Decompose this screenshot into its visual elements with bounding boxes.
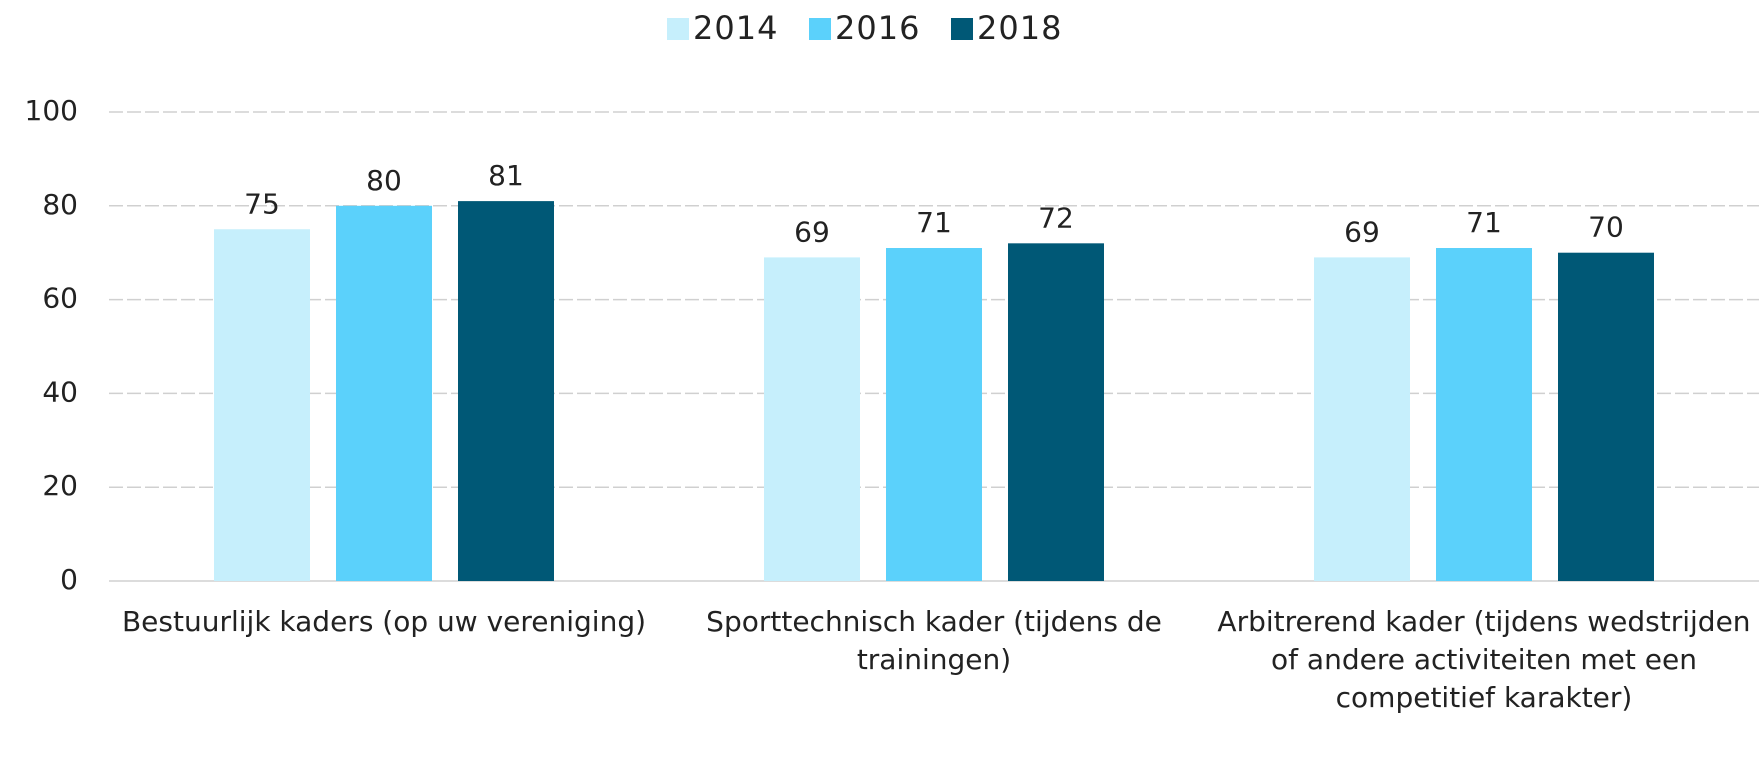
legend-swatch	[667, 18, 689, 40]
legend-label: 2016	[835, 9, 920, 47]
bar	[1558, 252, 1654, 581]
value-label: 69	[794, 215, 830, 248]
value-label: 70	[1588, 211, 1624, 244]
x-tick-label: Sporttechnisch kader (tijdens de trainin…	[706, 605, 1162, 676]
bar	[1008, 243, 1104, 581]
y-tick-label: 60	[42, 282, 78, 315]
value-label: 75	[244, 187, 280, 220]
bar	[214, 229, 310, 581]
bar	[886, 248, 982, 581]
legend-label: 2014	[693, 9, 778, 47]
y-tick-label: 80	[42, 188, 78, 221]
value-label: 80	[366, 164, 402, 197]
value-label: 71	[916, 206, 952, 239]
y-tick-label: 0	[60, 563, 78, 596]
value-label: 71	[1466, 206, 1502, 239]
y-tick-label: 100	[25, 94, 78, 127]
value-label: 69	[1344, 215, 1380, 248]
x-tick-label: Bestuurlijk kaders (op uw vereniging)	[121, 605, 647, 638]
value-label: 72	[1038, 201, 1074, 234]
bar	[764, 257, 860, 581]
bar	[458, 201, 554, 582]
bar	[1314, 257, 1410, 581]
bar	[1436, 248, 1532, 581]
x-tick-label: Arbitrerend kader (tijdens wedstrijden o…	[1217, 605, 1751, 714]
value-label: 81	[488, 159, 524, 192]
y-tick-label: 40	[42, 375, 78, 408]
bar	[336, 205, 432, 582]
legend-swatch	[809, 18, 831, 40]
legend-swatch	[951, 18, 973, 40]
y-tick-label: 20	[42, 469, 78, 502]
legend-label: 2018	[977, 9, 1062, 47]
